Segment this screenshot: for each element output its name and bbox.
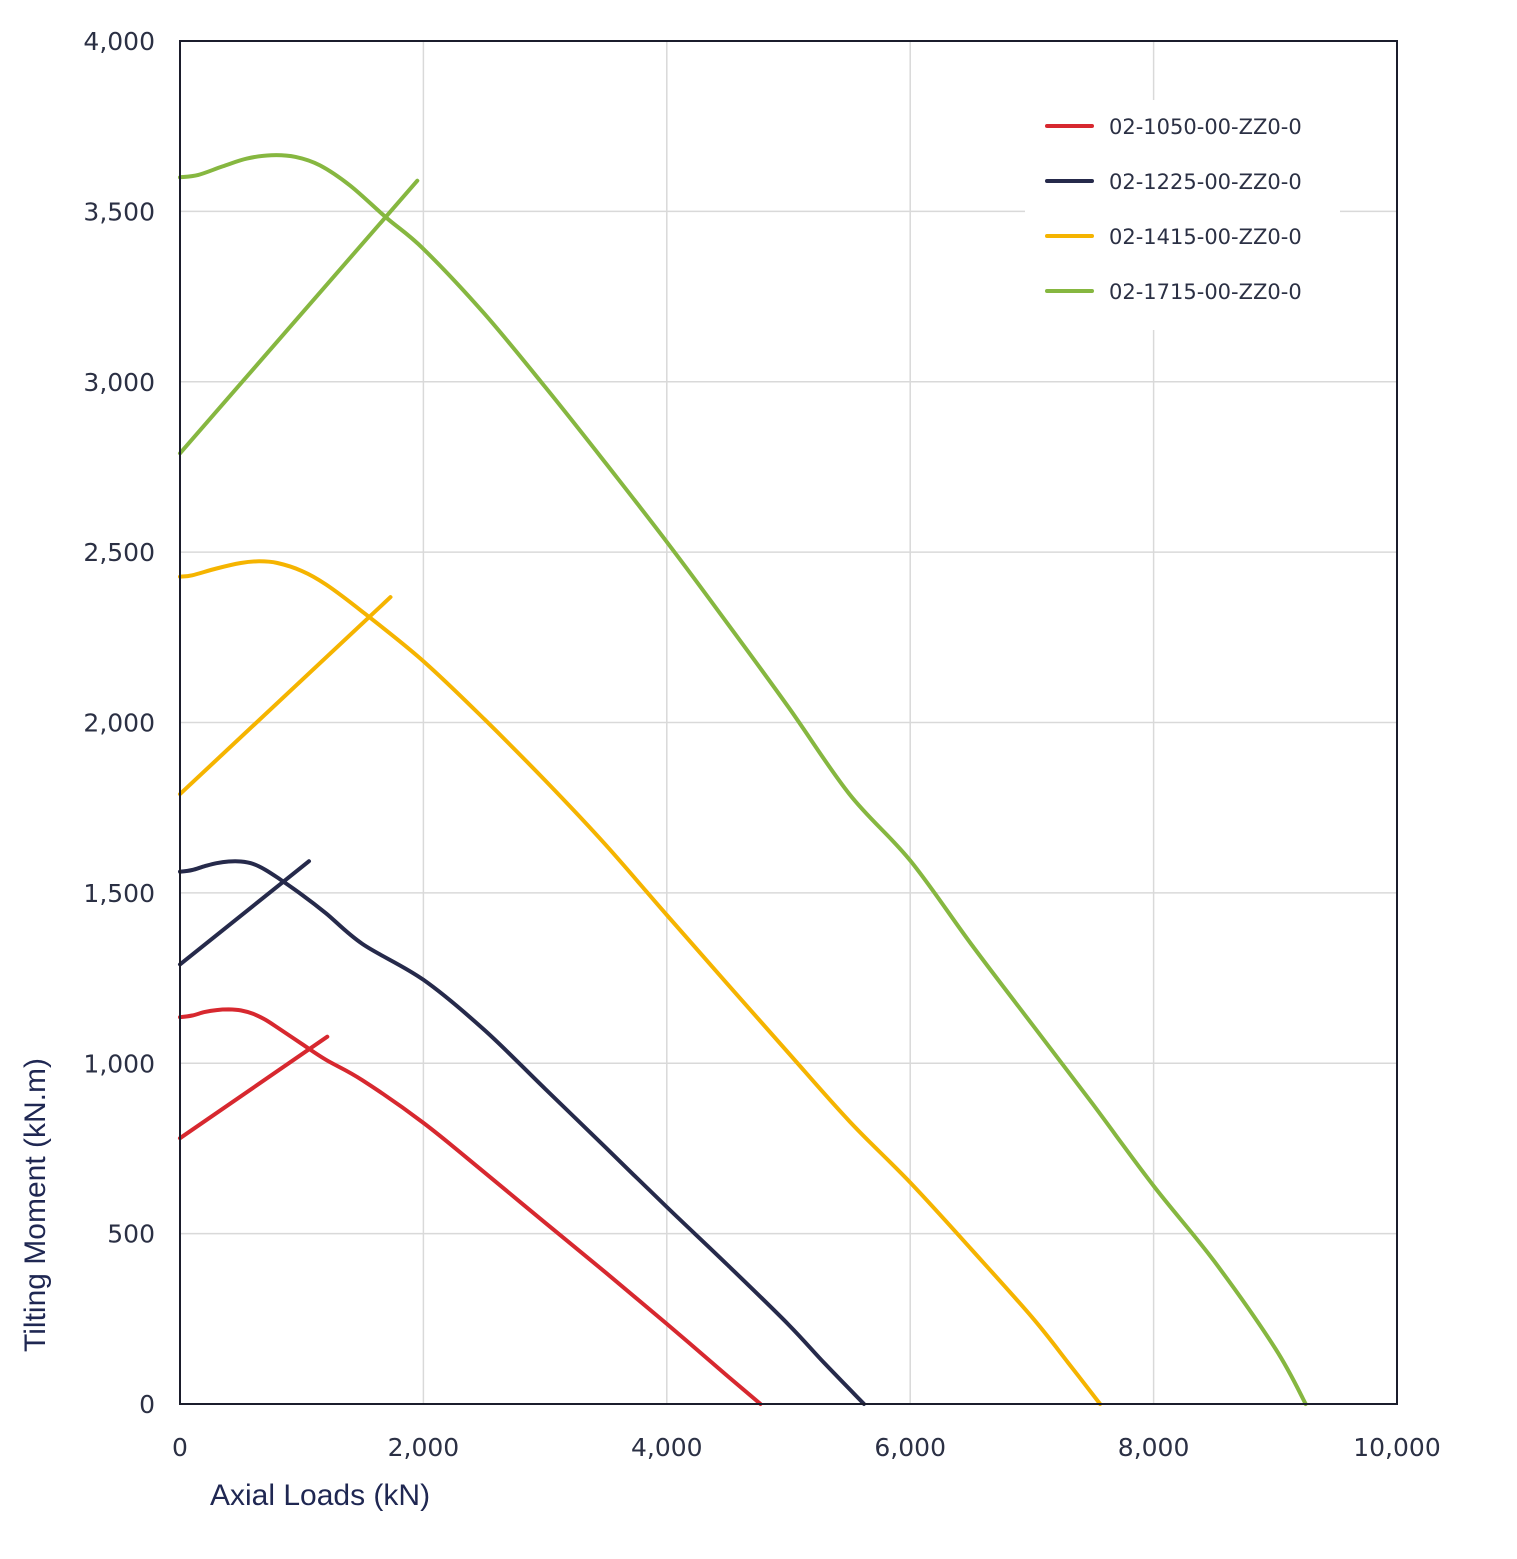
y-tick-label-4: 2,000 — [83, 709, 155, 738]
y-tick-label-3: 1,500 — [83, 879, 155, 908]
series-line-02-1225-00-ZZ0-0-limit — [178, 859, 311, 967]
grid-lines — [180, 41, 1397, 1404]
x-tick-label-1: 2,000 — [388, 1433, 460, 1462]
series-line-02-1715-00-ZZ0-0-limit — [178, 178, 420, 456]
x-tick-label-3: 6,000 — [874, 1433, 946, 1462]
x-tick-label-2: 4,000 — [631, 1433, 703, 1462]
y-tick-label-2: 1,000 — [83, 1049, 155, 1078]
plot-frame — [179, 40, 1398, 1405]
y-axis-tick-labels: 0 500 1,000 1,500 2,000 2,500 3,000 3,500 4,000 — [83, 27, 155, 1419]
y-tick-label-1: 500 — [107, 1220, 155, 1249]
series-line-02-1050-00-ZZ0-0-curve — [178, 1007, 763, 1406]
x-tick-label-4: 8,000 — [1118, 1433, 1190, 1462]
x-axis-tick-labels: 0 2,000 4,000 6,000 8,000 10,000 — [172, 1433, 1441, 1462]
legend-label-1: 02-1225-00-ZZ0-0 — [1109, 170, 1302, 194]
series-lines — [178, 153, 1308, 1406]
y-tick-label-8: 4,000 — [83, 27, 155, 56]
series-line-02-1715-00-ZZ0-0-curve — [178, 153, 1308, 1406]
x-tick-label-0: 0 — [172, 1433, 188, 1462]
series-line-02-1415-00-ZZ0-0-limit — [178, 595, 393, 797]
y-axis-title: Tilting Moment (kN.m) — [19, 1058, 52, 1352]
x-tick-label-5: 10,000 — [1353, 1433, 1440, 1462]
legend-label-2: 02-1415-00-ZZ0-0 — [1109, 225, 1302, 249]
legend-label-0: 02-1050-00-ZZ0-0 — [1109, 115, 1302, 139]
legend-label-3: 02-1715-00-ZZ0-0 — [1109, 280, 1302, 304]
y-tick-label-5: 2,500 — [83, 538, 155, 567]
y-tick-label-7: 3,500 — [83, 197, 155, 226]
y-tick-label-0: 0 — [139, 1390, 155, 1419]
legend: 02-1050-00-ZZ0-0 02-1225-00-ZZ0-0 02-1415-… — [1045, 115, 1302, 304]
x-axis-title: Axial Loads (kN) — [210, 1479, 430, 1512]
series-line-02-1225-00-ZZ0-0-curve — [178, 859, 866, 1406]
series-line-02-1050-00-ZZ0-0-limit — [178, 1034, 330, 1141]
y-tick-label-6: 3,000 — [83, 368, 155, 397]
series-line-02-1415-00-ZZ0-0-curve — [178, 559, 1103, 1406]
